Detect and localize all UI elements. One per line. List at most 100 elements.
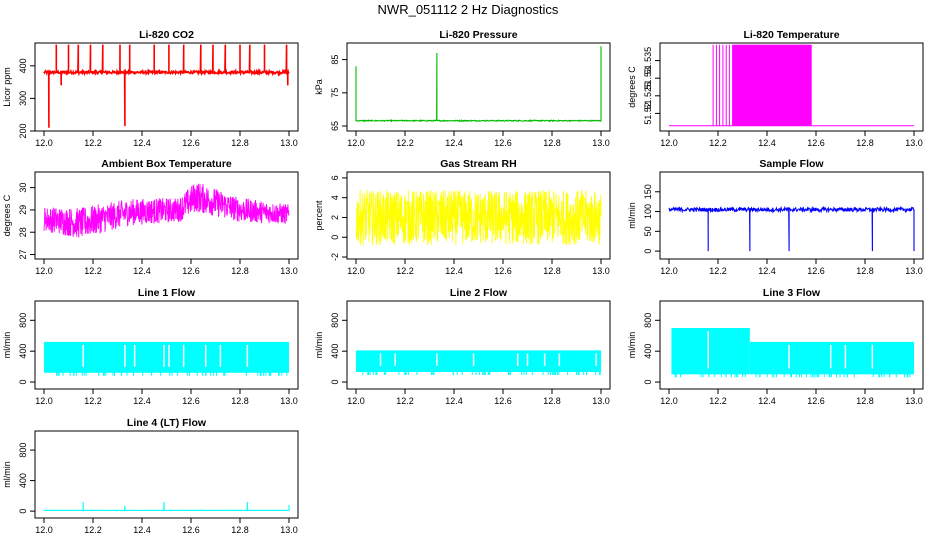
x-tick-label: 12.6 xyxy=(807,396,825,406)
y-tick-label: 400 xyxy=(18,473,28,488)
y-tick-label: 800 xyxy=(18,313,28,328)
x-tick-label: 12.0 xyxy=(347,138,365,148)
panel-title: Line 1 Flow xyxy=(138,287,196,299)
series-rh xyxy=(355,189,602,246)
plot-frame xyxy=(34,171,299,260)
x-tick-label: 12.0 xyxy=(660,266,678,276)
flow-ticks xyxy=(674,373,911,378)
y-tick-label: 30 xyxy=(18,183,28,193)
x-tick-label: 13.0 xyxy=(280,525,298,535)
panel-title: Li-820 Temperature xyxy=(743,29,839,41)
x-tick-label: 12.0 xyxy=(347,266,365,276)
x-tick-label: 12.6 xyxy=(807,266,825,276)
x-tick-label: 12.8 xyxy=(856,396,874,406)
y-tick-label: 6 xyxy=(330,175,340,180)
y-tick-label: 400 xyxy=(330,344,340,359)
plot-frame xyxy=(34,300,299,390)
y-tick-label: 400 xyxy=(18,58,28,73)
panel-sample: Sample Flow ml/min 12.0 12.2 12.4 12.6 12.8 13.… xyxy=(627,158,924,276)
y-axis-label: kPa xyxy=(314,79,324,95)
x-tick-label: 13.0 xyxy=(280,138,298,148)
y-tick-label: 65 xyxy=(330,121,340,131)
y-tick-label: 800 xyxy=(643,313,653,328)
series-noise xyxy=(355,189,602,246)
plot-frame xyxy=(659,300,924,390)
x-tick-label: 12.4 xyxy=(758,266,776,276)
panel-rh: Gas Stream RH percent 12.0 12.2 12.4 12.6 12.8… xyxy=(314,158,611,276)
panels: Li-820 CO2 Licor ppm 12.0 12.2 12.4 12.6 12.8 1… xyxy=(2,29,924,535)
x-tick-label: 13.0 xyxy=(592,396,610,406)
x-tick-label: 12.2 xyxy=(84,396,102,406)
figure-title: NWR_051112 2 Hz Diagnostics xyxy=(378,2,559,17)
plot-frame xyxy=(659,42,924,132)
y-axis-label: degrees C xyxy=(2,194,12,236)
y-axis-label: ml/min xyxy=(314,332,324,359)
panel-line3: Line 3 Flow ml/min 12.0 12.2 12.4 12.6 12.8 13.… xyxy=(627,287,924,406)
series-line xyxy=(43,501,290,512)
panel-temperature: Li-820 Temperature degrees C 12.0 12.2 12.4 1… xyxy=(627,29,924,148)
series-ambient xyxy=(43,183,290,238)
series-line3 xyxy=(671,328,914,378)
panel-line4: Line 4 (LT) Flow ml/min 12.0 12.2 12.4 12.6 12… xyxy=(2,417,299,535)
x-tick-label: 12.8 xyxy=(231,525,249,535)
x-tick-label: 12.8 xyxy=(543,266,561,276)
flow-ticks xyxy=(362,371,601,375)
y-tick-label: 0 xyxy=(643,249,653,254)
x-tick-label: 12.0 xyxy=(35,396,53,406)
x-tick-label: 12.4 xyxy=(133,396,151,406)
y-tick-label: 85 xyxy=(330,55,340,65)
y-axis-label: percent xyxy=(314,200,324,231)
y-tick-label: 100 xyxy=(643,204,653,219)
panel-co2: Li-820 CO2 Licor ppm 12.0 12.2 12.4 12.6 12.8 1… xyxy=(2,29,299,148)
y-axis-label: ml/min xyxy=(2,461,12,488)
x-tick-label: 12.2 xyxy=(709,138,727,148)
series-pressure xyxy=(355,46,602,123)
x-tick-label: 12.4 xyxy=(133,525,151,535)
x-tick-label: 12.4 xyxy=(445,396,463,406)
x-tick-label: 12.0 xyxy=(35,266,53,276)
plot-frame xyxy=(34,42,299,132)
x-tick-label: 13.0 xyxy=(905,138,923,148)
flow-block xyxy=(44,341,289,373)
series-noise xyxy=(43,183,290,238)
x-tick-label: 12.6 xyxy=(494,266,512,276)
y-tick-label: 400 xyxy=(18,344,28,359)
y-axis-label: Licor ppm xyxy=(2,67,12,107)
series-co2 xyxy=(43,44,290,128)
plot-frame xyxy=(346,300,611,390)
x-tick-label: 12.8 xyxy=(231,266,249,276)
x-tick-label: 12.4 xyxy=(133,266,151,276)
x-tick-label: 12.0 xyxy=(660,138,678,148)
series-line4 xyxy=(43,501,290,512)
x-tick-label: 12.8 xyxy=(543,396,561,406)
x-tick-label: 12.2 xyxy=(396,266,414,276)
panel-title: Ambient Box Temperature xyxy=(101,158,232,170)
x-tick-label: 12.6 xyxy=(494,396,512,406)
y-tick-label: 800 xyxy=(330,313,340,328)
y-tick-label: 51.525 xyxy=(643,82,653,110)
series-band-fill xyxy=(735,44,810,126)
x-tick-label: 12.2 xyxy=(396,396,414,406)
y-tick-label: 0 xyxy=(330,235,340,240)
plot-frame xyxy=(346,171,611,260)
y-tick-label: 0 xyxy=(18,380,28,385)
y-tick-label: 0 xyxy=(18,509,28,514)
x-tick-label: 12.4 xyxy=(758,396,776,406)
y-tick-label: 0 xyxy=(330,380,340,385)
flow-block xyxy=(749,341,914,375)
x-tick-label: 12.0 xyxy=(347,396,365,406)
y-tick-label: -2 xyxy=(330,253,340,261)
y-tick-label: 300 xyxy=(18,91,28,106)
x-tick-label: 13.0 xyxy=(280,396,298,406)
plot-frame xyxy=(659,171,924,260)
series-line xyxy=(668,205,915,252)
x-tick-label: 12.6 xyxy=(494,138,512,148)
x-tick-label: 12.4 xyxy=(445,138,463,148)
x-tick-label: 12.6 xyxy=(807,138,825,148)
y-tick-label: 0 xyxy=(643,380,653,385)
y-axis-label: ml/min xyxy=(2,332,12,359)
y-tick-label: 75 xyxy=(330,88,340,98)
y-tick-label: 51.53 xyxy=(643,67,653,90)
plot-frame xyxy=(34,430,299,519)
y-tick-label: 29 xyxy=(18,205,28,215)
